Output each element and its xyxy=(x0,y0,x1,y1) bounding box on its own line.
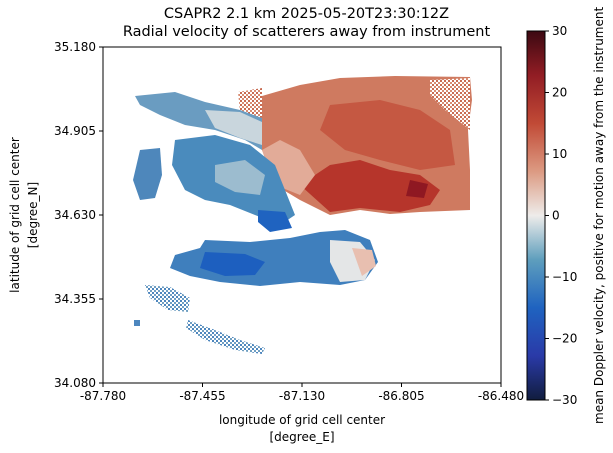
colorbar-tick-label: 30 xyxy=(552,24,567,38)
x-tick-label: -87.455 xyxy=(179,389,225,403)
outbound-core xyxy=(300,160,440,212)
x-tick-label: -87.130 xyxy=(279,389,325,403)
colorbar-tick-label: −10 xyxy=(552,270,577,284)
x-tick-label: -86.805 xyxy=(378,389,424,403)
x-axis-ticks: -87.780 -87.455 -87.130 -86.805 -86.480 xyxy=(80,383,524,403)
outbound-dark-spot xyxy=(406,180,428,198)
northwest-region xyxy=(135,92,262,150)
northwest-neutral xyxy=(205,110,262,145)
central-light xyxy=(215,160,265,195)
y-tick-label: 34.630 xyxy=(54,208,96,222)
colorbar-tick-label: 10 xyxy=(552,147,567,161)
south-fragment-3 xyxy=(134,320,140,326)
velocity-field xyxy=(133,76,472,354)
speckle-edge-ne xyxy=(430,78,470,130)
colorbar xyxy=(526,30,546,401)
south-band-warm xyxy=(352,248,376,276)
y-tick-label: 34.080 xyxy=(54,376,96,390)
y-tick-label: 35.180 xyxy=(54,40,96,54)
outbound-mid xyxy=(320,100,455,170)
speckle-edge-n xyxy=(238,88,262,118)
colorbar-tick-label: −30 xyxy=(552,393,577,407)
chart-title: CSAPR2 2.1 km 2025-05-20T23:30:12Z xyxy=(163,6,450,22)
west-strip xyxy=(133,148,162,200)
colorbar-tick-label: 20 xyxy=(552,86,567,100)
colorbar-tick-label: −20 xyxy=(552,332,577,346)
chart-subtitle: Radial velocity of scatterers away from … xyxy=(122,24,491,40)
x-axis-unit: [degree_E] xyxy=(270,430,335,444)
y-axis-ticks: 34.080 34.355 34.630 34.905 35.180 xyxy=(54,40,103,390)
colorbar-tick-label: 0 xyxy=(552,209,560,223)
x-tick-label: -86.480 xyxy=(478,389,524,403)
y-axis-unit: [degree_N] xyxy=(26,182,40,248)
x-tick-label: -87.780 xyxy=(80,389,126,403)
y-tick-label: 34.905 xyxy=(54,124,96,138)
south-fragment-1 xyxy=(145,285,190,312)
central-strong xyxy=(258,210,292,232)
x-axis-label: longitude of grid cell center xyxy=(219,413,385,427)
south-fragment-2 xyxy=(186,320,265,354)
south-band-strong xyxy=(200,252,265,276)
colorbar-ticks: 30 20 10 0 −10 −20 −30 xyxy=(545,24,577,407)
y-tick-label: 34.355 xyxy=(54,292,96,306)
y-axis-label: latitude of grid cell center xyxy=(8,137,22,293)
colorbar-label: mean Doppler velocity, positive for moti… xyxy=(592,7,606,424)
